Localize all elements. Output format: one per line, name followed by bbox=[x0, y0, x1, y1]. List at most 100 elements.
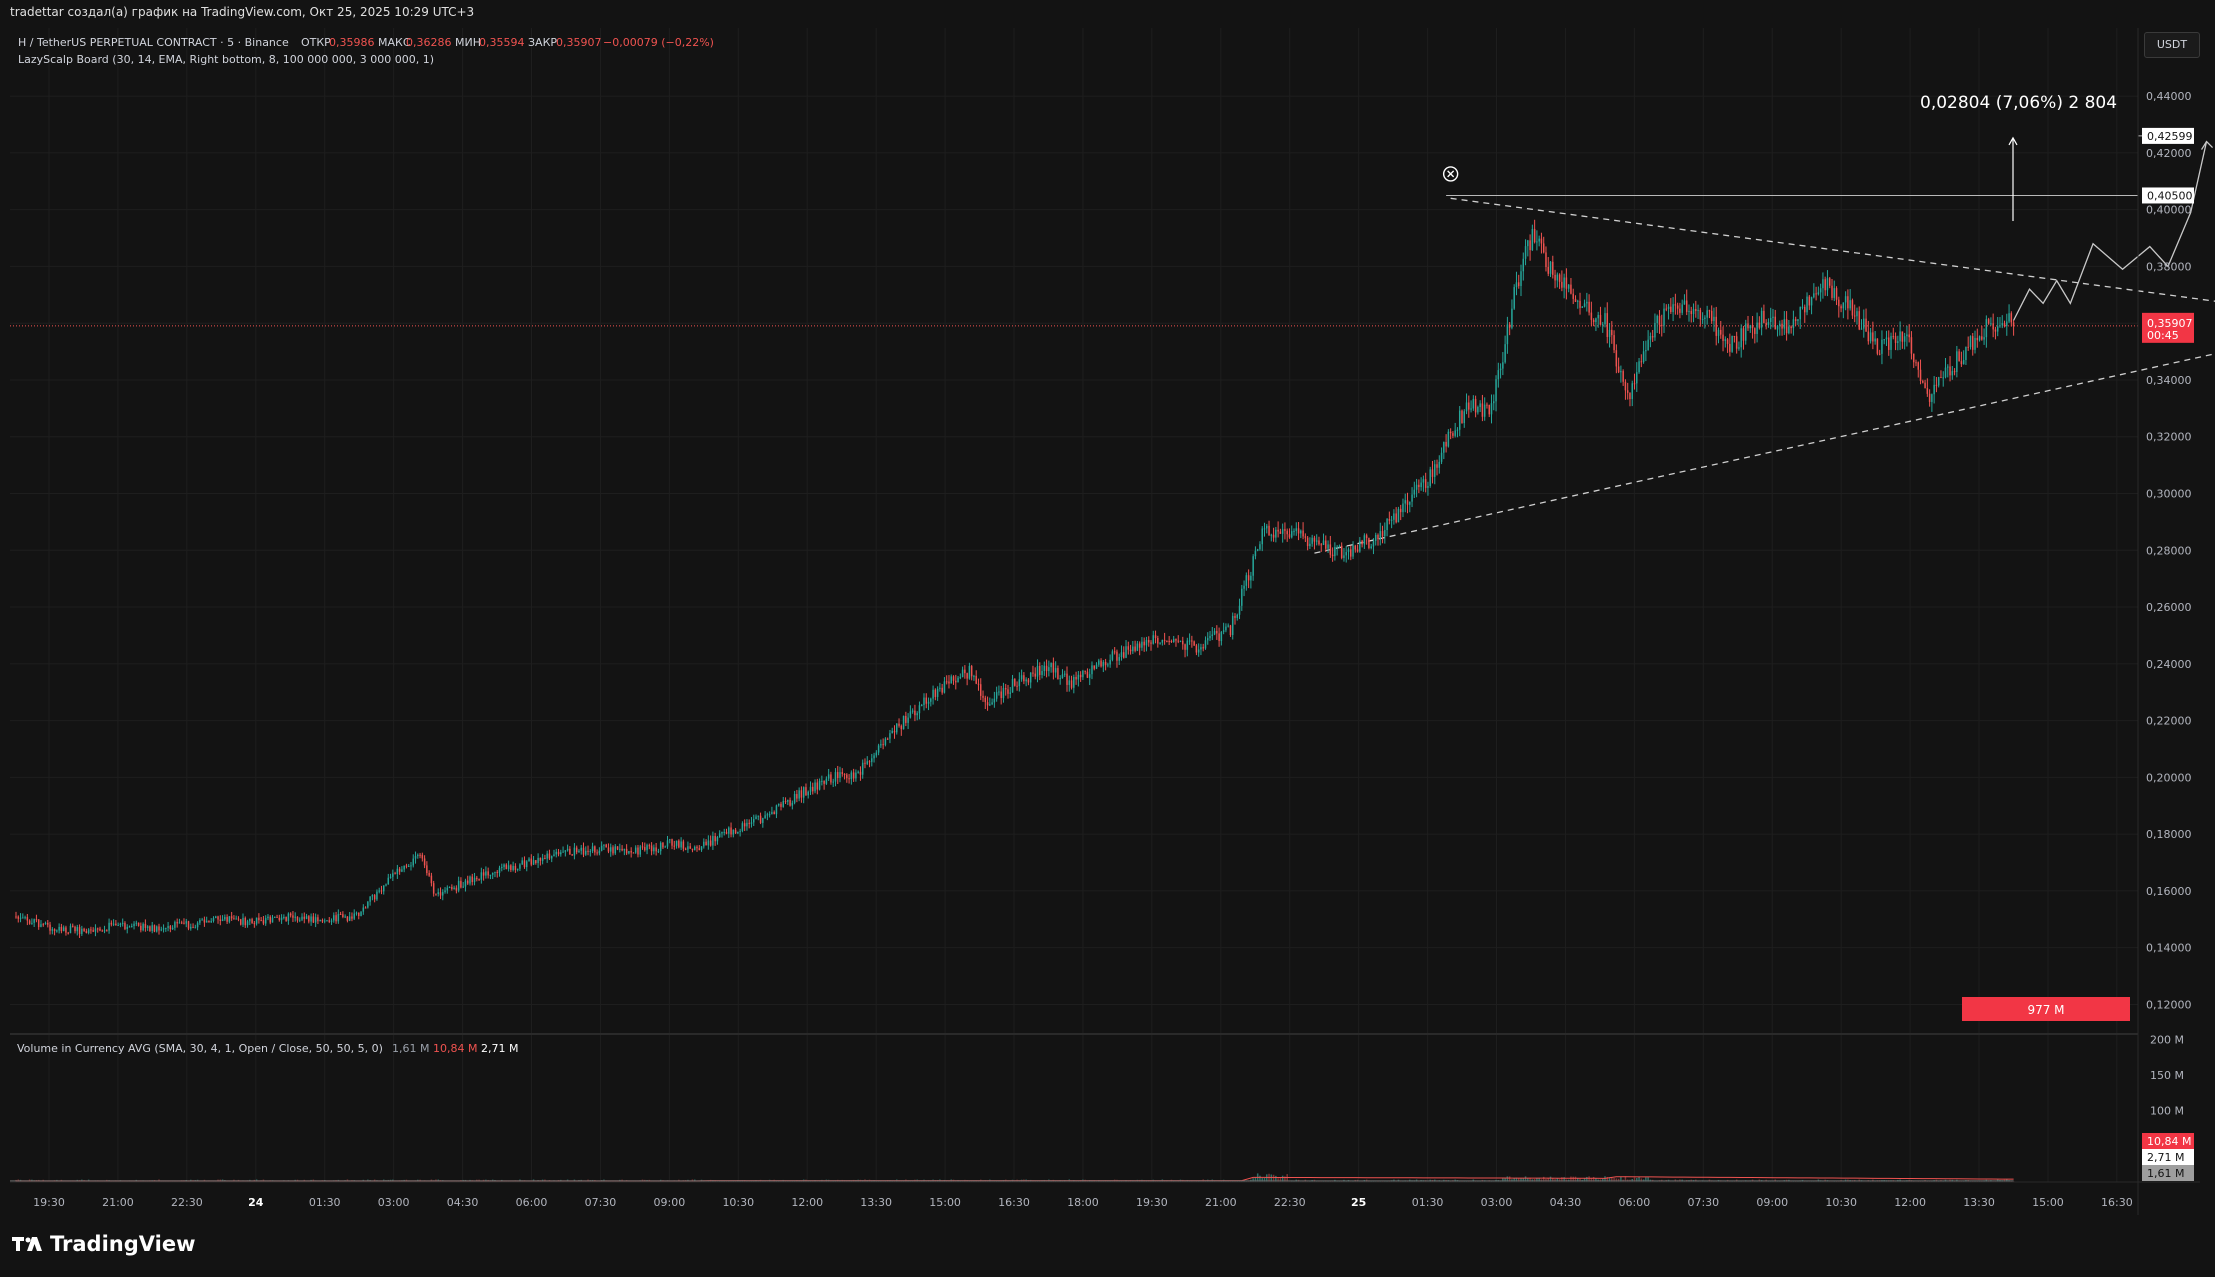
volume-bar bbox=[1570, 1176, 1572, 1182]
volume-bar bbox=[1552, 1178, 1554, 1182]
volume-avg-line bbox=[16, 1176, 2014, 1182]
candle-body bbox=[1082, 670, 1084, 678]
candle-body bbox=[1129, 649, 1132, 652]
candle-body bbox=[902, 715, 905, 730]
candle-body bbox=[625, 848, 628, 854]
candle-body bbox=[1547, 267, 1549, 274]
candle-body bbox=[1493, 401, 1495, 404]
volume-bar bbox=[226, 1180, 228, 1182]
candle-body bbox=[303, 916, 306, 919]
candle-body bbox=[723, 831, 725, 833]
candle-body bbox=[1756, 322, 1758, 334]
candle-body bbox=[641, 846, 644, 848]
volume-bar bbox=[103, 1180, 106, 1182]
candle-body bbox=[326, 920, 328, 922]
candle-body bbox=[1238, 605, 1241, 615]
candle-body bbox=[1098, 660, 1100, 665]
candle-body bbox=[1611, 329, 1613, 336]
candle-body bbox=[1039, 665, 1041, 675]
tradingview-logo[interactable]: TradingView bbox=[12, 1232, 195, 1256]
candle-body bbox=[850, 772, 853, 780]
candle-body bbox=[1956, 351, 1958, 373]
candle-body bbox=[718, 833, 721, 838]
candle-body bbox=[264, 918, 267, 924]
candle-body bbox=[1386, 519, 1388, 531]
candle-body bbox=[1311, 537, 1313, 544]
candle-body bbox=[689, 846, 691, 849]
candle-body bbox=[128, 926, 131, 928]
candle-body bbox=[1086, 671, 1089, 678]
volume-bar bbox=[1797, 1180, 1799, 1182]
candle-body bbox=[1447, 431, 1450, 447]
candle-body bbox=[1983, 337, 1985, 340]
candle-body bbox=[1070, 680, 1073, 688]
candle-body bbox=[1781, 323, 1783, 329]
time-tick-label: 12:00 bbox=[791, 1196, 823, 1209]
volume-bar bbox=[1922, 1180, 1924, 1182]
candle-body bbox=[762, 818, 764, 823]
candle-body bbox=[1061, 674, 1064, 679]
candle-body bbox=[750, 822, 753, 824]
candles[interactable] bbox=[15, 219, 2015, 938]
candle-body bbox=[1733, 336, 1736, 338]
candle-body bbox=[1340, 545, 1343, 558]
currency-button[interactable]: USDT bbox=[2144, 32, 2200, 58]
volume-bar bbox=[650, 1180, 653, 1182]
candle-body bbox=[1722, 334, 1724, 341]
candle-body bbox=[1685, 300, 1688, 312]
candle-body bbox=[1554, 274, 1556, 281]
candle-body bbox=[412, 858, 414, 866]
candle-body bbox=[784, 801, 787, 803]
candle-body bbox=[1438, 461, 1441, 468]
candle-body bbox=[1188, 640, 1191, 642]
candle-body bbox=[1279, 531, 1282, 534]
candle-body bbox=[1545, 252, 1547, 268]
volume-bar bbox=[546, 1180, 548, 1182]
candle-body bbox=[943, 681, 946, 693]
candle-body bbox=[1583, 303, 1586, 307]
candle-body bbox=[839, 772, 841, 778]
candle-body bbox=[337, 913, 340, 922]
candle-body bbox=[1465, 402, 1468, 412]
candle-body bbox=[1354, 545, 1357, 550]
candle-body bbox=[539, 857, 542, 861]
candle-body bbox=[58, 926, 60, 931]
projection-path[interactable] bbox=[2013, 140, 2214, 321]
candle-body bbox=[1708, 310, 1711, 312]
price-axis[interactable]: 0,440000,420000,400000,380000,360000,340… bbox=[2146, 90, 2192, 1011]
volume-bar bbox=[1524, 1176, 1527, 1182]
candle-body bbox=[1474, 398, 1477, 413]
time-tick-label: 16:30 bbox=[998, 1196, 1030, 1209]
volume-bar bbox=[1236, 1180, 1239, 1182]
candle-body bbox=[864, 762, 866, 764]
volume-tag-label: 10,84 M bbox=[2147, 1135, 2191, 1148]
candle-body bbox=[1992, 323, 1994, 330]
candle-body bbox=[1163, 639, 1166, 641]
time-axis[interactable]: 19:30 21:00 22:30 24 01:30 03:00 04:30 06:00 07:… bbox=[33, 1196, 2133, 1209]
candle-body bbox=[1454, 430, 1456, 436]
candle-body bbox=[712, 836, 714, 846]
candle-body bbox=[144, 923, 147, 928]
candle-body bbox=[1581, 306, 1584, 308]
candle-body bbox=[430, 875, 433, 884]
volume-bar bbox=[1109, 1180, 1111, 1182]
candle-body bbox=[31, 922, 33, 924]
candle-body bbox=[1306, 537, 1309, 547]
candle-body bbox=[1799, 307, 1801, 320]
volume-bar bbox=[1549, 1176, 1552, 1182]
candle-body bbox=[1674, 304, 1677, 306]
candle-body bbox=[1683, 300, 1686, 305]
price-tick-label: 0,28000 bbox=[2146, 544, 2192, 557]
legend: H / TetherUS PERPETUAL CONTRACT · 5 · Bi… bbox=[18, 36, 714, 66]
volume-bar bbox=[1204, 1180, 1207, 1182]
candle-body bbox=[1994, 329, 1997, 332]
candle-body bbox=[644, 847, 646, 851]
candle-body bbox=[1769, 318, 1772, 322]
candle-body bbox=[1123, 652, 1125, 658]
candle-body bbox=[1656, 315, 1658, 324]
candle-body bbox=[342, 914, 344, 918]
candle-body bbox=[516, 868, 519, 870]
candle-body bbox=[1018, 679, 1021, 687]
volume-bar bbox=[1574, 1176, 1577, 1182]
candle-body bbox=[1020, 675, 1023, 680]
